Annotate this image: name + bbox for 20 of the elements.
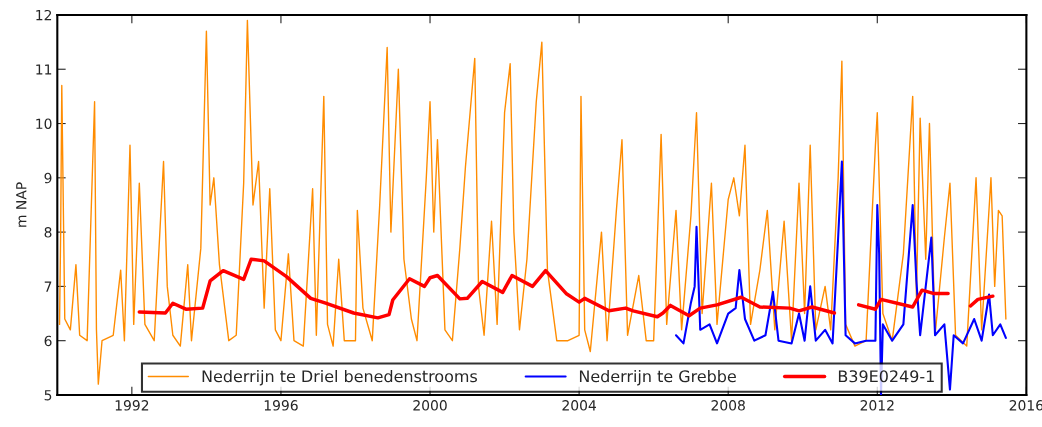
y-tick-label: 11 <box>36 64 52 75</box>
y-tick-label: 8 <box>44 227 52 238</box>
y-axis-title: m NAP <box>16 182 27 227</box>
legend-label: Nederrijn te Driel benedenstrooms <box>202 369 477 386</box>
legend-label: Nederrijn te Grebbe <box>579 369 736 386</box>
x-tick-label: 2008 <box>711 400 745 411</box>
y-tick-label: 12 <box>36 9 52 21</box>
y-tick-label: 5 <box>44 390 52 401</box>
x-tick-label: 2012 <box>860 400 894 411</box>
legend-label: B39E0249-1 <box>838 370 934 383</box>
line-series <box>674 160 1007 395</box>
y-tick-label: 7 <box>44 281 52 292</box>
y-tick-label: 9 <box>44 172 52 184</box>
y-tick-label: 6 <box>44 335 52 347</box>
x-tick-label: 1992 <box>115 400 149 411</box>
y-tick-label: 10 <box>36 118 52 129</box>
x-tick-label: 2004 <box>562 400 597 411</box>
line-series <box>58 19 1007 385</box>
x-tick-label: 2000 <box>413 400 447 411</box>
x-tick-label: 1996 <box>264 400 298 411</box>
